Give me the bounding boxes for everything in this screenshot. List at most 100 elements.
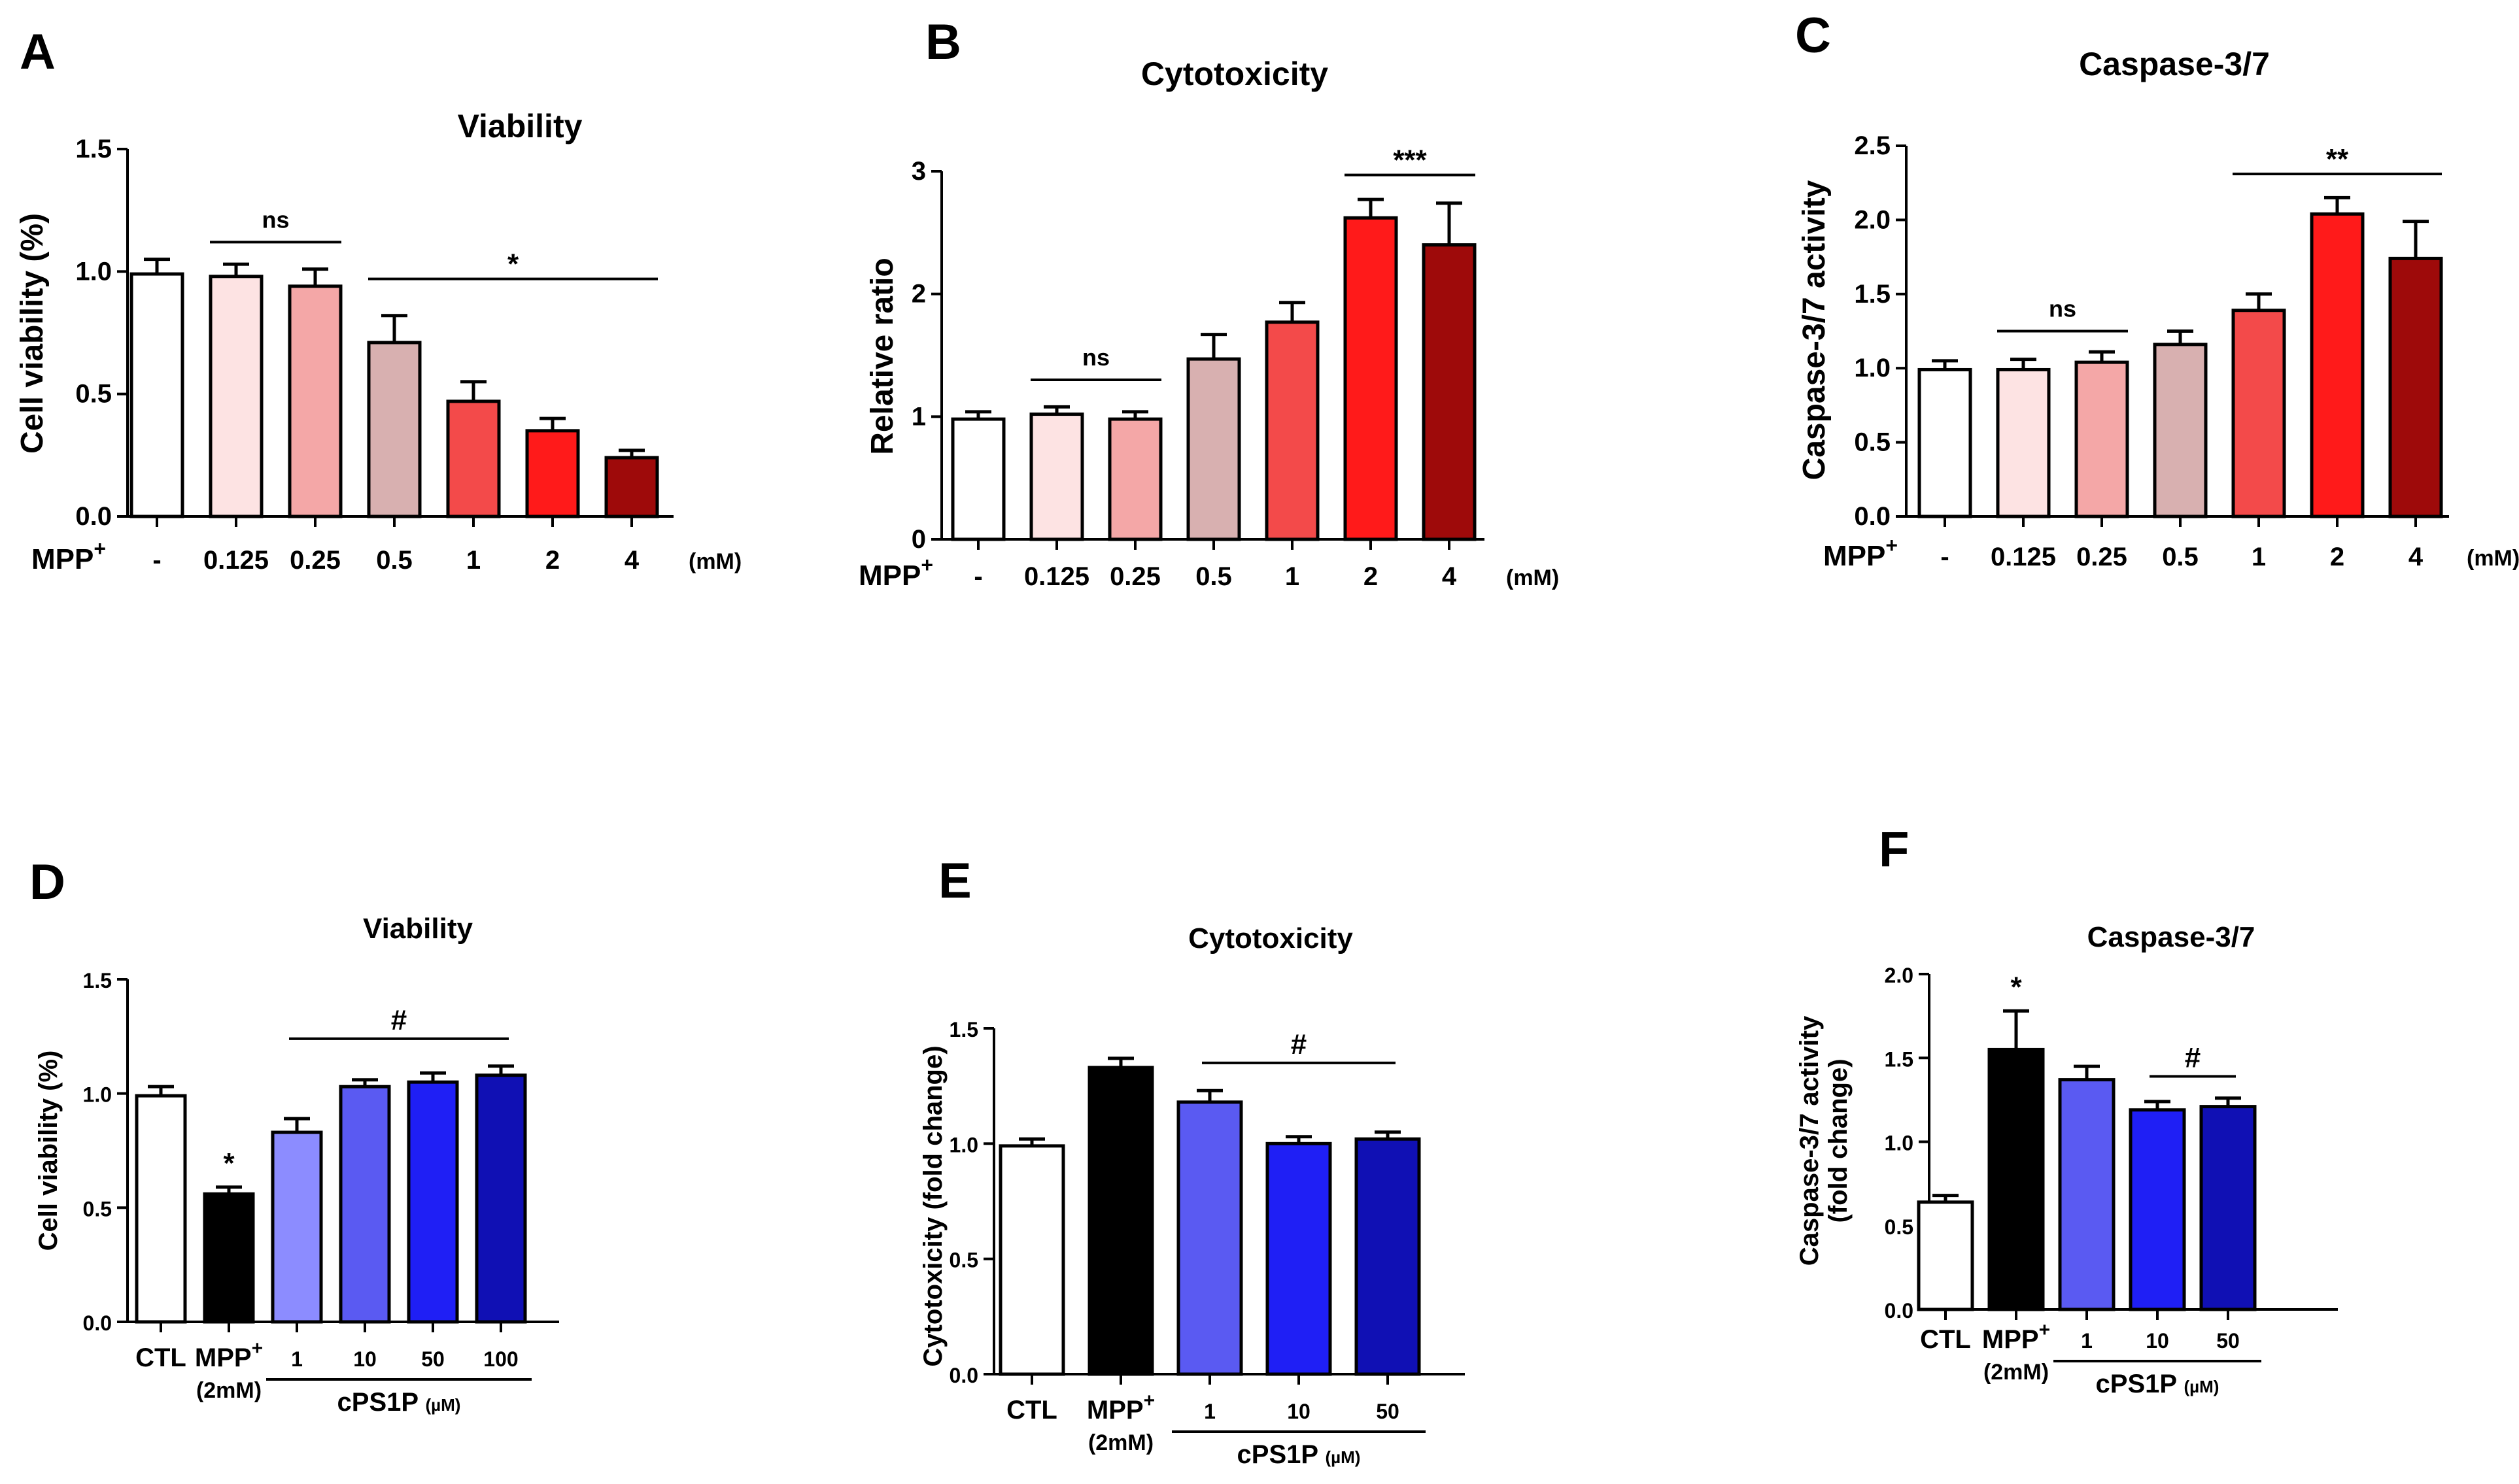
x-tick-label: MPP+ [195,1338,263,1372]
treatment-superscript: + [921,553,933,577]
x-tick-label: MPP+ [1982,1319,2050,1354]
panel-b: B Cytotoxicity Relative ratio 0 1 2 3 ns *** - 0.1… [859,14,1559,592]
x-tick-label: 1 [2081,1329,2093,1353]
y-axis-label: Caspase-3/7 activity [1797,180,1832,480]
y-tick-label: 0.0 [83,1311,112,1335]
significance-label: # [1291,1028,1307,1060]
y-tick-label: 2.0 [1854,205,1891,234]
x-tick-label: 2 [1363,562,1378,591]
chart-title: Cytotoxicity [1188,922,1353,954]
x-tick-label: 50 [421,1347,445,1371]
bar [129,272,184,518]
y-tick-label: 1.0 [1885,1132,1913,1155]
panel-d: D Viability Cell viability (%) 0.0 0.5 1.0 1.5… [29,854,559,1417]
y-tick-label: 0 [912,525,926,554]
panel-label: F [1879,822,1909,877]
bar [1996,367,2051,518]
x-tick-label: 0.5 [1195,562,1232,591]
bar [203,1192,255,1324]
bar [339,1085,391,1324]
x-tick-label: 100 [483,1347,518,1371]
bar [367,341,422,518]
bar [209,275,264,518]
panel-label: D [29,854,65,910]
significance-label: ** [2326,143,2349,175]
bar [2310,212,2365,518]
y-axis-label: Caspase-3/7 activity [1795,1015,1824,1266]
significance-label: # [2185,1041,2201,1073]
bar [1176,1100,1243,1376]
y-tick-label: 0.5 [1885,1215,1913,1239]
bar [1343,216,1398,541]
x-tick-label: MPP+ [1087,1390,1155,1425]
y-tick-label: 1.5 [75,135,112,163]
group-label: cPS1P (µM) [1237,1440,1361,1469]
x-tick-label: 50 [2216,1329,2240,1353]
treatment-label: MPP+ [31,537,106,575]
bar [135,1094,187,1324]
bar [999,1144,1065,1376]
panel-a: A Viability Cell viability (%) 0.0 0.5 1.0 1.5… [15,24,742,575]
x-tick-label: 0.5 [376,546,413,575]
y-tick-label: 2.0 [1885,964,1913,987]
significance-label: * [2010,971,2022,1003]
chart-title: Cytotoxicity [1141,56,1328,92]
significance-label: ns [1082,344,1110,371]
x-tick-label: 0.25 [1110,562,1161,591]
y-axis-label: Cytotoxicity (fold change) [919,1045,948,1366]
bar [1917,1200,1974,1311]
x-tick-label: 1 [2252,543,2266,571]
bar [604,456,659,518]
treatment-superscript: + [1885,533,1898,557]
x-tick-sublabel: (2mM) [196,1378,262,1403]
x-tick-label: CTL [1920,1325,1971,1354]
significance-label: ns [2049,295,2076,322]
x-tick-label: 1 [291,1347,303,1371]
bar [2199,1105,2257,1311]
bar [271,1130,323,1324]
x-tick-label: - [1940,543,1949,571]
bar [951,417,1006,541]
y-tick-label: 0.5 [75,380,112,409]
chart-title: Caspase-3/7 [2079,46,2270,82]
bar [1987,1047,2045,1311]
y-tick-label: 1 [912,402,926,431]
bar [2231,309,2286,518]
x-tick-sublabel: (2mM) [1983,1360,2049,1385]
x-tick-label: 0.25 [290,546,341,575]
panel-e: E Cytotoxicity Cytotoxicity (fold change)0… [919,853,1465,1469]
y-tick-label: 1.5 [950,1018,978,1041]
y-tick-label: 0.0 [1854,502,1891,531]
bar [2153,343,2208,518]
group-label: cPS1P (µM) [337,1388,461,1417]
bar [1029,413,1084,541]
bar [1265,320,1320,541]
x-tick-label: 10 [1287,1400,1311,1423]
x-tick-label: 50 [1376,1400,1399,1423]
x-tick-label: - [152,546,161,575]
x-tick-label: 4 [1442,562,1457,591]
bar [2058,1078,2116,1311]
x-tick-sublabel: (2mM) [1088,1430,1154,1455]
treatment-label: MPP+ [859,553,933,592]
y-axis-label: Cell viability (%) [34,1051,63,1251]
panel-label: C [1795,8,1831,63]
treatment-superscript: + [94,537,106,560]
significance-label: * [223,1147,235,1179]
significance-label: # [391,1004,407,1036]
panel-f: F Caspase-3/7 Caspase-3/7 activity (fold ch… [1795,822,2338,1398]
x-tick-label: 10 [2146,1329,2169,1353]
x-tick-label: 2 [545,546,560,575]
x-tick-label: 0.125 [203,546,269,575]
unit-label: (mM) [689,549,742,574]
y-tick-label: 0.0 [75,502,112,531]
mpp-superscript: + [252,1338,264,1359]
x-tick-label: 4 [2408,543,2424,571]
x-tick-label: 0.125 [1024,562,1089,591]
mpp-superscript: + [1144,1390,1156,1411]
bar [1265,1141,1332,1376]
bar [1186,357,1241,541]
y-tick-label: 2.5 [1854,131,1891,160]
